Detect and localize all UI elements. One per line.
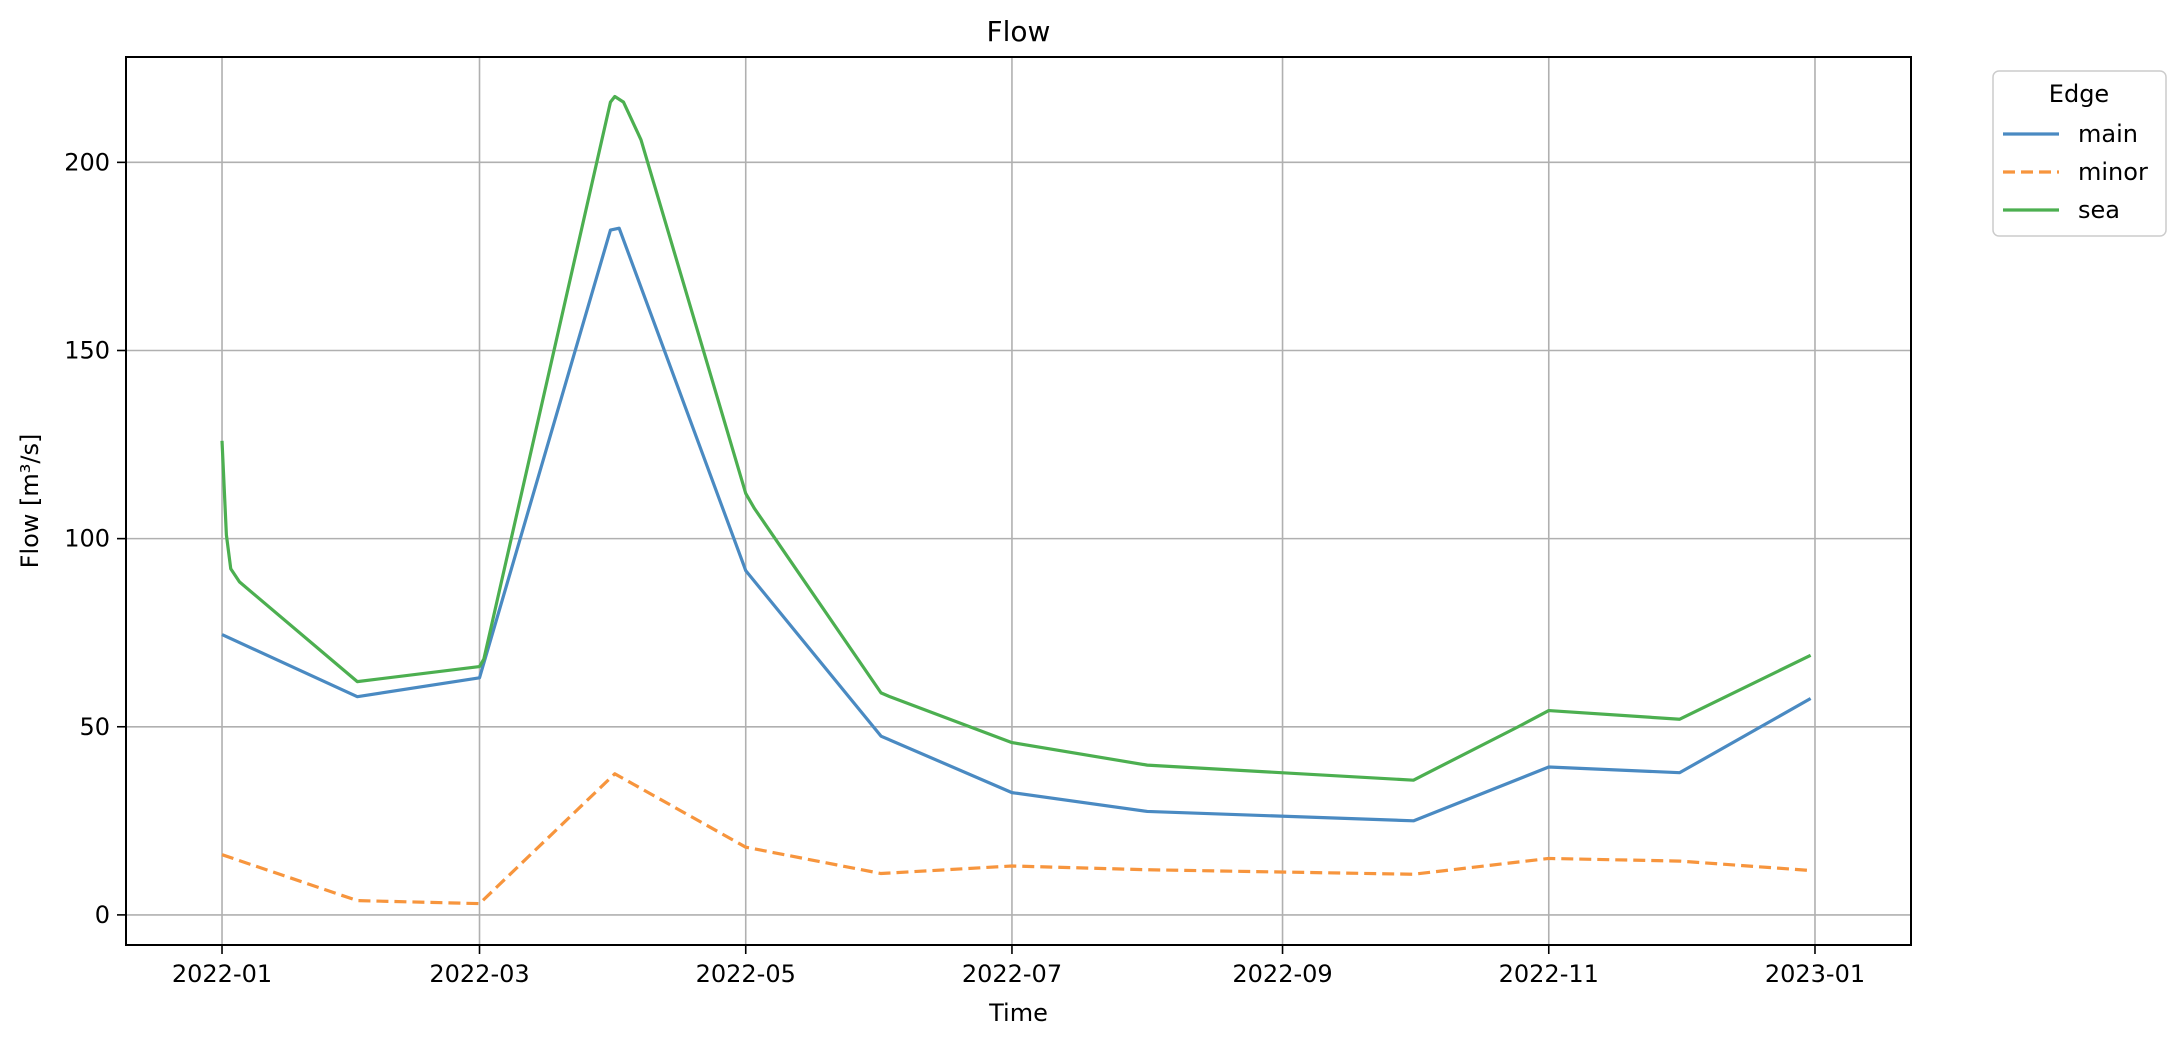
- series-line-main: [221, 226, 1812, 823]
- x-axis: 2022-01 2022-03 2022-05 2022-07 2022-09 2022-…: [172, 945, 1865, 988]
- x-tick-label: 2022-05: [696, 960, 796, 988]
- y-axis-label: Flow [m³/s]: [16, 434, 44, 569]
- y-axis: 0 50 100 150 200: [64, 148, 126, 929]
- legend-box: [1992, 70, 2167, 237]
- y-tick-label: 100: [64, 525, 110, 553]
- y-tick-label: 0: [95, 901, 110, 929]
- legend-title: Edge: [2049, 80, 2109, 108]
- legend-label: minor: [2078, 158, 2148, 186]
- y-tick-label: 200: [64, 148, 110, 176]
- y-tick-label: 50: [79, 713, 110, 741]
- series-line-minor: [221, 772, 1811, 906]
- x-tick-label: 2022-09: [1232, 960, 1332, 988]
- series-lines: [220, 94, 1812, 906]
- x-tick-label: 2022-07: [962, 960, 1062, 988]
- legend-label: sea: [2078, 196, 2120, 224]
- grid: [126, 57, 1911, 945]
- legend-label: main: [2078, 120, 2138, 148]
- x-tick-label: 2022-03: [429, 960, 529, 988]
- x-axis-label: Time: [988, 999, 1048, 1027]
- x-tick-label: 2022-01: [172, 960, 272, 988]
- plot-frame: [125, 56, 1912, 946]
- legend-items: main minor sea: [2003, 120, 2148, 224]
- legend: Edge main minor sea: [1992, 70, 2167, 237]
- series-line-sea: [220, 94, 1812, 782]
- x-tick-label: 2022-11: [1499, 960, 1599, 988]
- chart-title: Flow: [987, 15, 1051, 48]
- y-tick-label: 150: [64, 336, 110, 364]
- x-tick-label: 2023-01: [1765, 960, 1865, 988]
